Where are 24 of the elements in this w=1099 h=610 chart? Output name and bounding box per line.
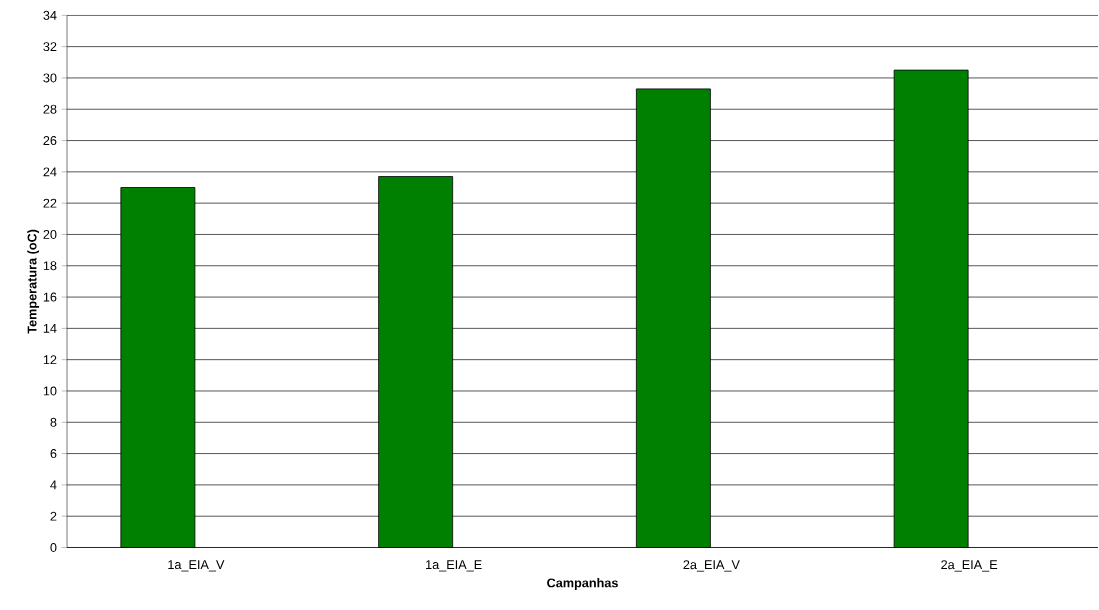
y-tick-label: 34 [43, 11, 57, 21]
y-tick-label: 6 [50, 449, 57, 459]
y-tick-label: 8 [50, 418, 57, 427]
x-tick-label: 1a_EIA_V [168, 560, 225, 572]
x-axis-title: Campanhas [547, 578, 618, 591]
x-tick-label: 2a_EIA_V [683, 560, 740, 572]
y-tick-label: 32 [43, 42, 57, 52]
y-tick-label: 18 [43, 261, 57, 271]
y-tick-label: 28 [43, 104, 57, 114]
y-tick-label: 14 [43, 324, 57, 333]
y-tick-label: 4 [50, 480, 57, 490]
y-tick-label: 22 [43, 198, 57, 208]
y-tick-label: 16 [43, 292, 57, 302]
y-tick-label: 26 [43, 136, 57, 146]
y-tick-label: 0 [50, 543, 57, 553]
y-tick-label: 2 [50, 512, 57, 521]
y-tick-label: 30 [43, 73, 57, 83]
y-tick-label: 20 [43, 230, 57, 240]
y-tick-label: 24 [43, 167, 57, 177]
x-tick-label: 2a_EIA_E [941, 560, 998, 572]
y-tick-label: 12 [43, 355, 57, 365]
y-tick-label: 10 [43, 386, 57, 396]
x-tick-label: 1a_EIA_E [426, 560, 482, 572]
y-axis-title: Temperatura (oC) [27, 229, 40, 334]
